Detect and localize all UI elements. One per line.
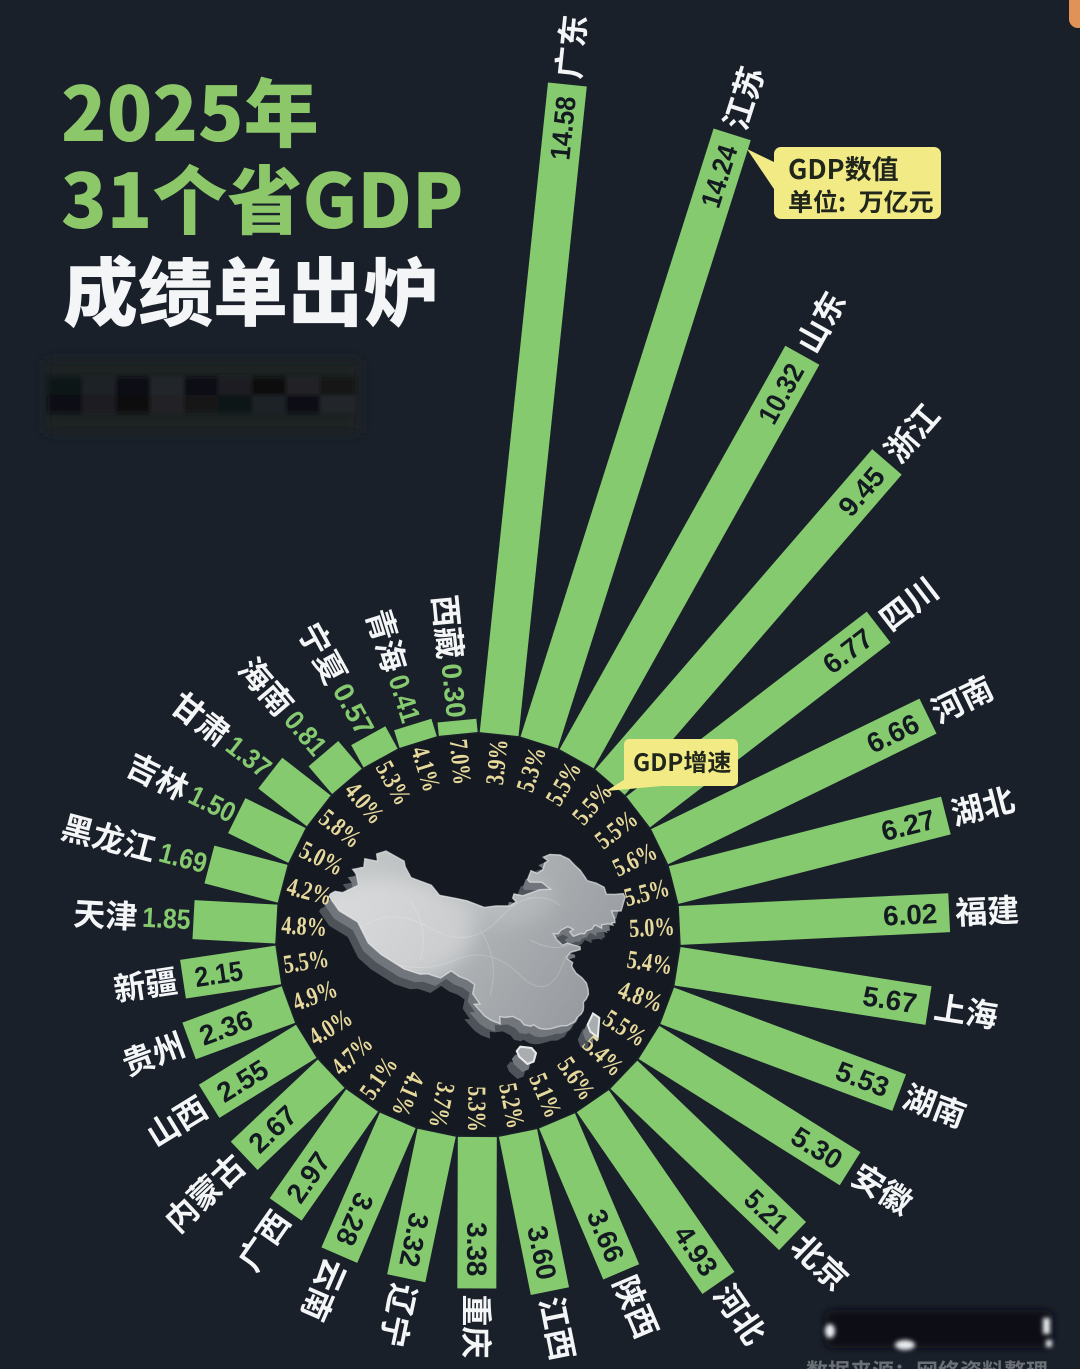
svg-text:6.02: 6.02 (882, 898, 938, 932)
svg-text:5.5%: 5.5% (281, 944, 330, 979)
svg-text:5.0%: 5.0% (628, 913, 675, 944)
svg-text:0.30: 0.30 (436, 662, 472, 719)
svg-text:1.85: 1.85 (142, 902, 192, 936)
svg-text:7.0%: 7.0% (443, 738, 476, 786)
svg-text:3.38: 3.38 (461, 1222, 492, 1276)
svg-text:2.15: 2.15 (193, 955, 245, 993)
svg-text:5.3%: 5.3% (462, 1086, 491, 1132)
svg-text:5.4%: 5.4% (625, 945, 675, 981)
svg-text:3.9%: 3.9% (481, 738, 515, 786)
svg-text:4.8%: 4.8% (281, 911, 328, 942)
svg-text:14.58: 14.58 (544, 95, 581, 162)
